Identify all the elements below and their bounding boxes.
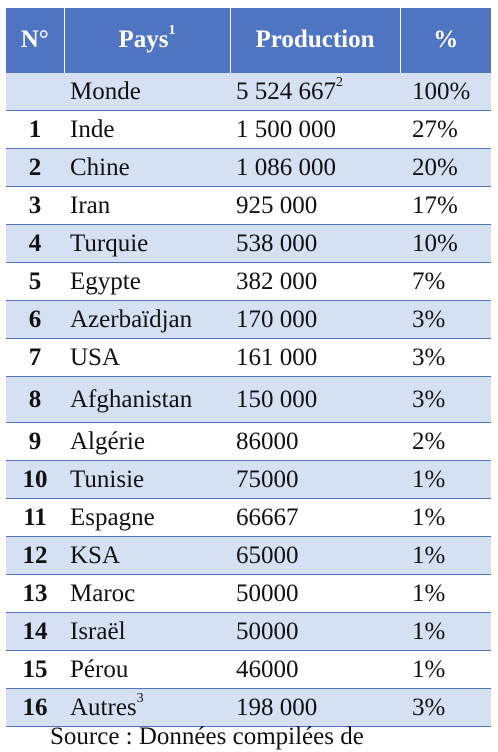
others-row: 16 Autres3 198 000 3%	[6, 688, 491, 727]
header-pct: %	[400, 8, 491, 73]
rank-cell: 9	[6, 422, 64, 461]
table-row: 15 Pérou 46000 1%	[6, 650, 491, 689]
world-pct: 100%	[400, 72, 491, 111]
table-row: 1 Inde 1 500 000 27%	[6, 110, 491, 149]
pct-cell: 3%	[400, 300, 491, 339]
table-row: 14 Israël 50000 1%	[6, 612, 491, 651]
country-cell: KSA	[64, 536, 230, 575]
others-pct: 3%	[400, 688, 491, 727]
country-cell: Algérie	[64, 422, 230, 461]
rank-cell: 10	[6, 460, 64, 499]
header-pays: Pays1	[64, 8, 231, 73]
rank-cell: 1	[6, 110, 64, 149]
rank-cell: 4	[6, 224, 64, 263]
table-row: 3 Iran 925 000 17%	[6, 186, 491, 225]
table-row: 13 Maroc 50000 1%	[6, 574, 491, 613]
country-cell: Espagne	[64, 498, 230, 537]
header-num: N°	[6, 8, 65, 73]
header-pays-footnote: 1	[168, 23, 176, 38]
production-table-container: N° Pays1 Production % Monde 5 524 6672 1…	[6, 8, 491, 727]
country-cell: Egypte	[64, 262, 230, 301]
world-production: 5 524 6672	[230, 72, 400, 111]
world-rank	[6, 72, 64, 111]
pct-cell: 20%	[400, 148, 491, 187]
table-body: Monde 5 524 6672 100% 1 Inde 1 500 000 27% 2…	[6, 72, 491, 727]
header-row: N° Pays1 Production %	[6, 8, 491, 73]
pct-cell: 3%	[400, 338, 491, 377]
pct-cell: 2%	[400, 422, 491, 461]
production-cell: 66667	[230, 498, 400, 537]
pct-cell: 10%	[400, 224, 491, 263]
production-table: N° Pays1 Production % Monde 5 524 6672 1…	[6, 8, 491, 727]
production-cell: 50000	[230, 574, 400, 613]
table-row: 7 USA 161 000 3%	[6, 338, 491, 377]
rank-cell: 11	[6, 498, 64, 537]
table-row: 9 Algérie 86000 2%	[6, 422, 491, 461]
country-cell: Turquie	[64, 224, 230, 263]
others-production: 198 000	[230, 688, 400, 727]
production-cell: 538 000	[230, 224, 400, 263]
others-country: Autres3	[64, 688, 230, 727]
rank-cell: 5	[6, 262, 64, 301]
rank-cell: 14	[6, 612, 64, 651]
pct-cell: 1%	[400, 460, 491, 499]
pct-cell: 1%	[400, 536, 491, 575]
country-cell: Pérou	[64, 650, 230, 689]
table-row: 8 Afghanistan 150 000 3%	[6, 376, 491, 423]
table-header: N° Pays1 Production %	[6, 8, 491, 73]
production-cell: 50000	[230, 612, 400, 651]
pct-cell: 1%	[400, 498, 491, 537]
table-row: 2 Chine 1 086 000 20%	[6, 148, 491, 187]
production-cell: 150 000	[230, 376, 400, 423]
production-cell: 161 000	[230, 338, 400, 377]
header-production: Production	[230, 8, 401, 73]
country-cell: Maroc	[64, 574, 230, 613]
production-cell: 925 000	[230, 186, 400, 225]
production-cell: 170 000	[230, 300, 400, 339]
others-rank: 16	[6, 688, 64, 727]
production-cell: 65000	[230, 536, 400, 575]
pct-cell: 7%	[400, 262, 491, 301]
country-cell: Israël	[64, 612, 230, 651]
production-cell: 1 500 000	[230, 110, 400, 149]
pct-cell: 17%	[400, 186, 491, 225]
production-cell: 46000	[230, 650, 400, 689]
production-cell: 86000	[230, 422, 400, 461]
table-row: 11 Espagne 66667 1%	[6, 498, 491, 537]
production-cell: 382 000	[230, 262, 400, 301]
pct-cell: 1%	[400, 650, 491, 689]
rank-cell: 6	[6, 300, 64, 339]
rank-cell: 8	[6, 376, 64, 423]
rank-cell: 2	[6, 148, 64, 187]
world-name: Monde	[64, 72, 230, 111]
country-cell: Azerbaïdjan	[64, 300, 230, 339]
world-row: Monde 5 524 6672 100%	[6, 72, 491, 111]
pct-cell: 27%	[400, 110, 491, 149]
table-row: 10 Tunisie 75000 1%	[6, 460, 491, 499]
rank-cell: 3	[6, 186, 64, 225]
rank-cell: 15	[6, 650, 64, 689]
country-cell: Tunisie	[64, 460, 230, 499]
production-cell: 75000	[230, 460, 400, 499]
table-row: 5 Egypte 382 000 7%	[6, 262, 491, 301]
pct-cell: 3%	[400, 376, 491, 423]
pct-cell: 1%	[400, 574, 491, 613]
table-row: 4 Turquie 538 000 10%	[6, 224, 491, 263]
country-cell: Inde	[64, 110, 230, 149]
pct-cell: 1%	[400, 612, 491, 651]
country-cell: USA	[64, 338, 230, 377]
rank-cell: 13	[6, 574, 64, 613]
rank-cell: 12	[6, 536, 64, 575]
others-footnote: 3	[136, 690, 144, 706]
world-production-footnote: 2	[336, 74, 343, 90]
country-cell: Afghanistan	[64, 376, 230, 423]
table-row: 12 KSA 65000 1%	[6, 536, 491, 575]
country-cell: Chine	[64, 148, 230, 187]
rank-cell: 7	[6, 338, 64, 377]
table-row: 6 Azerbaïdjan 170 000 3%	[6, 300, 491, 339]
production-cell: 1 086 000	[230, 148, 400, 187]
country-cell: Iran	[64, 186, 230, 225]
source-note: Source : Données compilées de	[50, 723, 364, 750]
